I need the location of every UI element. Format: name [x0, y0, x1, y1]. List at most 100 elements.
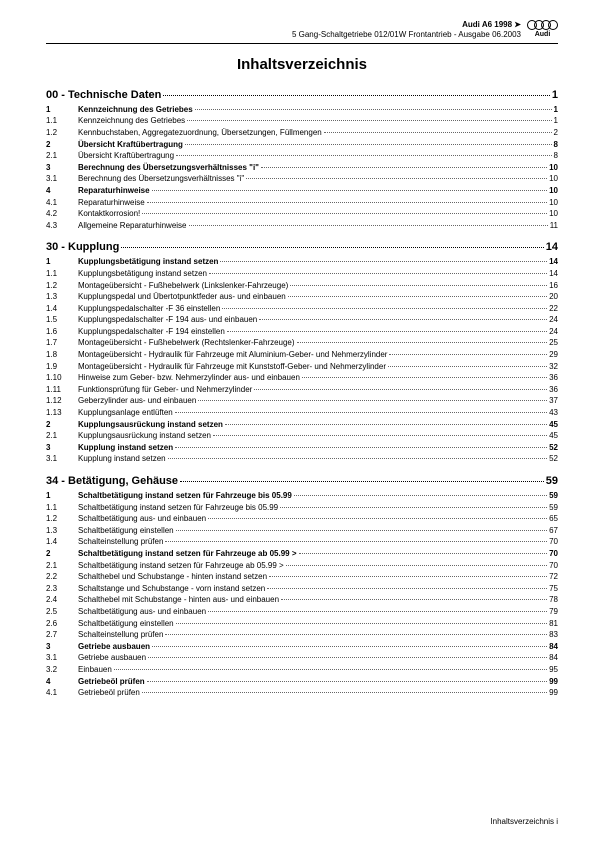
leader-dots: [121, 247, 543, 248]
toc-row: 2Schaltbetätigung instand setzen für Fah…: [46, 548, 558, 560]
leader-dots: [227, 331, 547, 332]
toc-row-page: 24: [549, 314, 558, 326]
toc-row-number: 2.4: [46, 594, 78, 606]
toc-row-label: Montageübersicht - Hydraulik für Fahrzeu…: [78, 349, 387, 361]
toc-row-page: 70: [549, 536, 558, 548]
toc-row-label: Schaltbetätigung instand setzen für Fahr…: [78, 548, 297, 560]
leader-dots: [299, 553, 548, 554]
toc-row-label: Schalteinstellung prüfen: [78, 629, 163, 641]
audi-logo: Audi: [527, 20, 558, 38]
toc-row: 2.1Schaltbetätigung instand setzen für F…: [46, 560, 558, 572]
leader-dots: [142, 692, 547, 693]
toc-row-page: 59: [549, 502, 558, 514]
toc-row-number: 2.1: [46, 150, 78, 162]
toc-row-label: Kupplung instand setzen: [78, 453, 166, 465]
leader-dots: [148, 657, 547, 658]
leader-dots: [176, 155, 551, 156]
toc-row-page: 2: [554, 127, 558, 139]
toc-row-page: 36: [549, 384, 558, 396]
toc-row-number: 4.1: [46, 687, 78, 699]
toc-row: 4.1Getriebeöl prüfen99: [46, 687, 558, 699]
toc-row: 1.4Schalteinstellung prüfen70: [46, 536, 558, 548]
toc-row: 2Übersicht Kraftübertragung 8: [46, 139, 558, 151]
toc-row-page: 8: [554, 150, 558, 162]
leader-dots: [180, 481, 544, 482]
toc-row-number: 1.11: [46, 384, 78, 396]
toc-row-page: 59: [549, 490, 558, 502]
leader-dots: [147, 202, 547, 203]
toc-row-number: 1.7: [46, 337, 78, 349]
leader-dots: [187, 120, 551, 121]
leader-dots: [163, 95, 550, 96]
toc-row-page: 32: [549, 361, 558, 373]
toc-row-number: 2.5: [46, 606, 78, 618]
toc-row-number: 1.2: [46, 280, 78, 292]
toc-row-number: 1.4: [46, 303, 78, 315]
toc-row-page: 84: [549, 641, 558, 653]
toc-row-page: 10: [549, 197, 558, 209]
toc-row-number: 1.8: [46, 349, 78, 361]
leader-dots: [324, 132, 552, 133]
leader-dots: [165, 541, 547, 542]
toc-row-label: Schalthebel und Schubstange - hinten ins…: [78, 571, 267, 583]
toc-row: 1.11Funktionsprüfung für Geber- und Nehm…: [46, 384, 558, 396]
toc-row: 3Getriebe ausbauen 84: [46, 641, 558, 653]
leader-dots: [288, 296, 547, 297]
toc-row: 1Kennzeichnung des Getriebes1: [46, 104, 558, 116]
toc-row-label: Getriebeöl prüfen: [78, 676, 145, 688]
toc-row-page: 72: [549, 571, 558, 583]
toc-row-label: Schalthebel mit Schubstange - hinten aus…: [78, 594, 279, 606]
toc-row-number: 1.10: [46, 372, 78, 384]
toc-row-number: 4.2: [46, 208, 78, 220]
toc-row-number: 3.2: [46, 664, 78, 676]
toc-row: 1.1Schaltbetätigung instand setzen für F…: [46, 502, 558, 514]
toc-row: 2.3Schaltstange und Schubstange - vorn i…: [46, 583, 558, 595]
toc-row-label: Reparaturhinweise: [78, 197, 145, 209]
toc-row-label: Kupplungsausrückung instand setzen: [78, 430, 211, 442]
toc-row: 4.2Kontaktkorrosion!10: [46, 208, 558, 220]
toc-row-label: Hinweise zum Geber- bzw. Nehmerzylinder …: [78, 372, 300, 384]
toc-row-page: 14: [549, 256, 558, 268]
toc-row-number: 4.3: [46, 220, 78, 232]
toc-row: 1.6Kupplungspedalschalter -F 194 einstel…: [46, 326, 558, 338]
toc-row-label: Schaltbetätigung aus- und einbauen: [78, 606, 206, 618]
toc-row-page: 75: [549, 583, 558, 595]
toc-row: 1.7Montageübersicht - Fußhebelwerk (Rech…: [46, 337, 558, 349]
toc-row: 1.10Hinweise zum Geber- bzw. Nehmerzylin…: [46, 372, 558, 384]
header-text: Audi A6 1998 ➤ 5 Gang-Schaltgetriebe 012…: [292, 20, 521, 41]
leader-dots: [198, 400, 547, 401]
toc-row: 2Kupplungsausrückung instand setzen45: [46, 419, 558, 431]
toc-row-page: 20: [549, 291, 558, 303]
leader-dots: [175, 447, 547, 448]
leader-dots: [176, 623, 547, 624]
leader-dots: [208, 611, 547, 612]
leader-dots: [302, 377, 547, 378]
section-heading: 30 - Kupplung 14: [46, 241, 558, 253]
toc-row-label: Geberzylinder aus- und einbauen: [78, 395, 196, 407]
toc-row-page: 36: [549, 372, 558, 384]
toc-row-label: Getriebe ausbauen: [78, 641, 150, 653]
section-page: 1: [552, 89, 558, 101]
toc-row-number: 2.3: [46, 583, 78, 595]
toc-row-number: 3.1: [46, 173, 78, 185]
toc-row-label: Übersicht Kraftübertragung: [78, 139, 183, 151]
toc-row-number: 3: [46, 641, 78, 653]
toc-row: 1Schaltbetätigung instand setzen für Fah…: [46, 490, 558, 502]
leader-dots: [280, 507, 547, 508]
toc-row-page: 10: [549, 208, 558, 220]
toc-row-number: 1.1: [46, 502, 78, 514]
toc-row: 1.5Kupplungspedalschalter -F 194 aus- un…: [46, 314, 558, 326]
toc-row: 1.4Kupplungspedalschalter -F 36 einstell…: [46, 303, 558, 315]
toc-row-number: 3.1: [46, 652, 78, 664]
toc-row-page: 70: [549, 548, 558, 560]
leader-dots: [168, 458, 547, 459]
toc-row-label: Schaltstange und Schubstange - vorn inst…: [78, 583, 265, 595]
toc-row-number: 1.13: [46, 407, 78, 419]
toc-row-label: Montageübersicht - Fußhebelwerk (Rechtsl…: [78, 337, 295, 349]
toc-row-page: 8: [554, 139, 558, 151]
toc-row-label: Kupplungsausrückung instand setzen: [78, 419, 223, 431]
toc-row: 3.1Kupplung instand setzen52: [46, 453, 558, 465]
toc-row-number: 4.1: [46, 197, 78, 209]
toc-row-number: 2: [46, 139, 78, 151]
toc-row-label: Montageübersicht - Hydraulik für Fahrzeu…: [78, 361, 386, 373]
